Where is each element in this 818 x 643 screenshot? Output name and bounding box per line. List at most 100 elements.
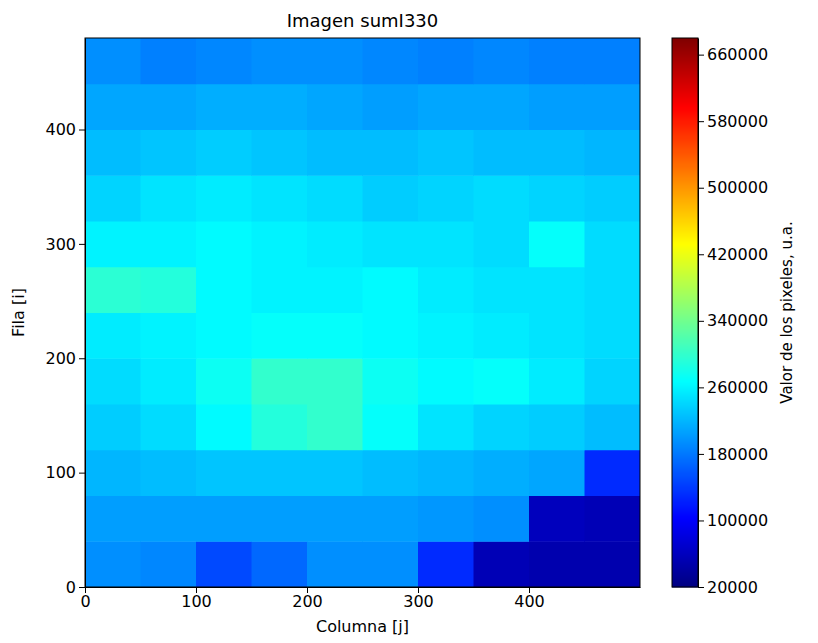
axis-line [698, 39, 699, 588]
tick-mark [698, 454, 704, 455]
colorbar-slice [672, 184, 698, 186]
heatmap-cell [85, 541, 141, 587]
colorbar-slice [672, 60, 698, 62]
colorbar-slice [672, 187, 698, 189]
colorbar-slice [672, 235, 698, 237]
tick-label: 420000 [707, 245, 768, 264]
heatmap-cell [585, 84, 641, 130]
colorbar-slice [672, 355, 698, 357]
colorbar-slice [672, 316, 698, 318]
colorbar-slice [672, 497, 698, 499]
colorbar-slice [672, 505, 698, 507]
colorbar-slice [672, 68, 698, 70]
colorbar-slice [672, 82, 698, 84]
colorbar-slice [672, 278, 698, 280]
colorbar-slice [672, 545, 698, 547]
heatmap-cell [85, 404, 141, 450]
colorbar-slice [672, 239, 698, 241]
colorbar-slice [672, 362, 698, 364]
colorbar-slice [672, 292, 698, 294]
colorbar-slice [672, 285, 698, 287]
heatmap-cell [85, 358, 141, 404]
colorbar-slice [672, 152, 698, 154]
colorbar-slice [672, 551, 698, 553]
tick-mark [698, 520, 704, 521]
colorbar-slice [672, 527, 698, 529]
colorbar-slice [672, 496, 698, 498]
colorbar-slice [672, 250, 698, 252]
colorbar-slice [672, 400, 698, 402]
colorbar-slice [672, 510, 698, 512]
colorbar-slice [672, 581, 698, 583]
colorbar-slice [672, 306, 698, 308]
colorbar-slice [672, 258, 698, 260]
heatmap-cell [529, 221, 585, 267]
colorbar-slice [672, 419, 698, 421]
colorbar-slice [672, 397, 698, 399]
heatmap-cell [196, 313, 252, 359]
colorbar-slice [672, 393, 698, 395]
colorbar-slice [672, 140, 698, 142]
colorbar-slice [672, 555, 698, 557]
heatmap-cell [252, 313, 308, 359]
colorbar-slice [672, 42, 698, 44]
colorbar-slice [672, 280, 698, 282]
colorbar-slice [672, 334, 698, 336]
colorbar-slice [672, 559, 698, 561]
heatmap-cell [85, 450, 141, 496]
colorbar-slice [672, 582, 698, 584]
colorbar-slice [672, 117, 698, 119]
colorbar-slice [672, 276, 698, 278]
colorbar-slice [672, 296, 698, 298]
colorbar-slice [672, 263, 698, 265]
colorbar-slice [672, 548, 698, 550]
colorbar-slice [672, 305, 698, 307]
colorbar-slice [672, 438, 698, 440]
colorbar-slice [672, 61, 698, 63]
colorbar-slice [672, 379, 698, 381]
colorbar-slice [672, 462, 698, 464]
colorbar-slice [672, 134, 698, 136]
colorbar-slice [672, 208, 698, 210]
tick: 0 [80, 587, 90, 611]
colorbar-slice [672, 319, 698, 321]
colorbar-slice [672, 508, 698, 510]
colorbar-slice [672, 194, 698, 196]
heatmap-cell [418, 313, 474, 359]
colorbar-slice [672, 255, 698, 257]
colorbar-slice [672, 331, 698, 333]
heatmap-cell [585, 175, 641, 221]
colorbar-slice [672, 483, 698, 485]
heatmap-cell [252, 496, 308, 542]
colorbar-slice [672, 324, 698, 326]
colorbar-slice [672, 585, 698, 587]
heatmap-cell [529, 38, 585, 84]
heatmap-cell [252, 404, 308, 450]
colorbar-slice [672, 314, 698, 316]
colorbar-slice [672, 572, 698, 574]
colorbar-slice [672, 229, 698, 231]
colorbar-slice [672, 143, 698, 145]
colorbar-slice [672, 157, 698, 159]
colorbar-slice [672, 517, 698, 519]
colorbar-slice [672, 357, 698, 359]
colorbar-slice [672, 272, 698, 274]
tick: 420000 [698, 245, 768, 264]
colorbar-slice [672, 125, 698, 127]
heatmap-cell [585, 358, 641, 404]
heatmap-cell [529, 541, 585, 587]
colorbar-slice [672, 375, 698, 377]
colorbar-slice [672, 70, 698, 72]
x-axis: 0100200300400 [80, 587, 640, 611]
colorbar-slice [672, 123, 698, 125]
colorbar-slice [672, 99, 698, 101]
heatmap-cell [474, 404, 530, 450]
colorbar-slice [672, 502, 698, 504]
colorbar-slice [672, 261, 698, 263]
heatmap-cell [85, 313, 141, 359]
colorbar-slice [672, 219, 698, 221]
colorbar-slice [672, 549, 698, 551]
colorbar-slice [672, 463, 698, 465]
colorbar-slice [672, 481, 698, 483]
colorbar-slice [672, 475, 698, 477]
